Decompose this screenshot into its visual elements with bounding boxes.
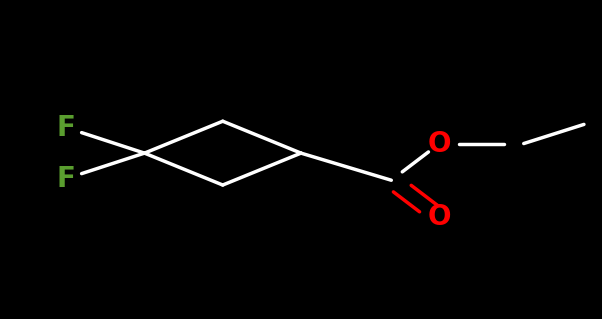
Text: F: F xyxy=(57,114,76,142)
Text: O: O xyxy=(427,130,452,158)
Text: O: O xyxy=(427,203,452,231)
Text: F: F xyxy=(57,165,76,193)
